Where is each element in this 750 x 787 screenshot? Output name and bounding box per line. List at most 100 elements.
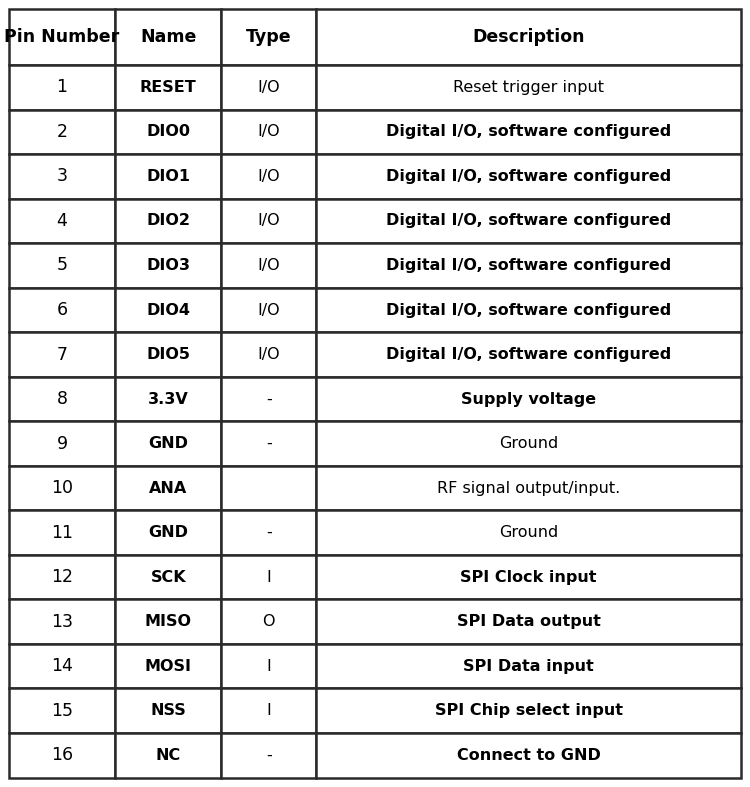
- Text: O: O: [262, 614, 275, 630]
- Bar: [9, 9, 115, 65]
- Bar: [221, 377, 316, 421]
- Text: Digital I/O, software configured: Digital I/O, software configured: [386, 302, 671, 317]
- Text: Digital I/O, software configured: Digital I/O, software configured: [386, 258, 671, 273]
- Text: DIO3: DIO3: [146, 258, 190, 273]
- Bar: [316, 511, 741, 555]
- Text: Ground: Ground: [499, 525, 558, 540]
- Text: Ground: Ground: [499, 436, 558, 451]
- Bar: [221, 421, 316, 466]
- Text: MISO: MISO: [145, 614, 192, 630]
- Bar: [116, 421, 221, 466]
- Bar: [221, 9, 316, 65]
- Bar: [9, 600, 115, 644]
- Text: NSS: NSS: [150, 704, 186, 719]
- Text: I/O: I/O: [257, 213, 280, 228]
- Text: -: -: [266, 748, 272, 763]
- Text: 3: 3: [56, 168, 68, 186]
- Bar: [9, 332, 115, 377]
- Bar: [9, 109, 115, 154]
- Text: DIO0: DIO0: [146, 124, 190, 139]
- Text: Digital I/O, software configured: Digital I/O, software configured: [386, 213, 671, 228]
- Text: 5: 5: [56, 257, 68, 275]
- Text: DIO1: DIO1: [146, 169, 190, 184]
- Text: 2: 2: [56, 123, 68, 141]
- Text: 16: 16: [51, 746, 74, 764]
- Bar: [116, 65, 221, 109]
- Text: Digital I/O, software configured: Digital I/O, software configured: [386, 124, 671, 139]
- Bar: [316, 332, 741, 377]
- Text: 9: 9: [56, 434, 68, 453]
- Text: SPI Chip select input: SPI Chip select input: [435, 704, 622, 719]
- Text: 3.3V: 3.3V: [148, 392, 188, 407]
- Bar: [316, 198, 741, 243]
- Bar: [116, 154, 221, 198]
- Text: GND: GND: [148, 525, 188, 540]
- Text: I/O: I/O: [257, 258, 280, 273]
- Bar: [316, 466, 741, 511]
- Bar: [221, 243, 316, 288]
- Text: SPI Data output: SPI Data output: [457, 614, 601, 630]
- Bar: [316, 689, 741, 733]
- Text: -: -: [266, 525, 272, 540]
- Bar: [316, 555, 741, 600]
- Bar: [116, 109, 221, 154]
- Text: -: -: [266, 392, 272, 407]
- Bar: [116, 511, 221, 555]
- Text: 11: 11: [51, 523, 73, 541]
- Bar: [221, 65, 316, 109]
- Text: Digital I/O, software configured: Digital I/O, software configured: [386, 169, 671, 184]
- Bar: [9, 198, 115, 243]
- Bar: [9, 288, 115, 332]
- Bar: [316, 243, 741, 288]
- Bar: [9, 154, 115, 198]
- Text: -: -: [266, 436, 272, 451]
- Bar: [9, 644, 115, 689]
- Bar: [316, 65, 741, 109]
- Bar: [316, 421, 741, 466]
- Text: 12: 12: [51, 568, 73, 586]
- Bar: [116, 555, 221, 600]
- Bar: [116, 198, 221, 243]
- Bar: [9, 377, 115, 421]
- Text: I/O: I/O: [257, 79, 280, 95]
- Bar: [221, 198, 316, 243]
- Text: Pin Number: Pin Number: [4, 28, 120, 46]
- Bar: [9, 421, 115, 466]
- Text: 7: 7: [56, 345, 68, 364]
- Bar: [116, 644, 221, 689]
- Text: I/O: I/O: [257, 347, 280, 362]
- Bar: [116, 377, 221, 421]
- Text: GND: GND: [148, 436, 188, 451]
- Text: 4: 4: [57, 212, 68, 230]
- Text: I: I: [266, 704, 272, 719]
- Bar: [316, 377, 741, 421]
- Bar: [221, 600, 316, 644]
- Bar: [221, 109, 316, 154]
- Text: Supply voltage: Supply voltage: [461, 392, 596, 407]
- Text: 13: 13: [51, 613, 73, 630]
- Text: I: I: [266, 659, 272, 674]
- Bar: [316, 644, 741, 689]
- Bar: [9, 65, 115, 109]
- Bar: [221, 733, 316, 778]
- Text: DIO2: DIO2: [146, 213, 190, 228]
- Bar: [316, 9, 741, 65]
- Text: Name: Name: [140, 28, 196, 46]
- Text: I: I: [266, 570, 272, 585]
- Text: Digital I/O, software configured: Digital I/O, software configured: [386, 347, 671, 362]
- Bar: [221, 288, 316, 332]
- Text: ANA: ANA: [149, 481, 188, 496]
- Text: 1: 1: [56, 79, 68, 96]
- Bar: [116, 466, 221, 511]
- Text: I/O: I/O: [257, 169, 280, 184]
- Bar: [116, 243, 221, 288]
- Bar: [116, 9, 221, 65]
- Text: Type: Type: [246, 28, 292, 46]
- Text: 6: 6: [56, 301, 68, 319]
- Text: Connect to GND: Connect to GND: [457, 748, 601, 763]
- Bar: [116, 600, 221, 644]
- Bar: [116, 733, 221, 778]
- Text: 15: 15: [51, 702, 73, 720]
- Text: SPI Clock input: SPI Clock input: [460, 570, 597, 585]
- Bar: [221, 332, 316, 377]
